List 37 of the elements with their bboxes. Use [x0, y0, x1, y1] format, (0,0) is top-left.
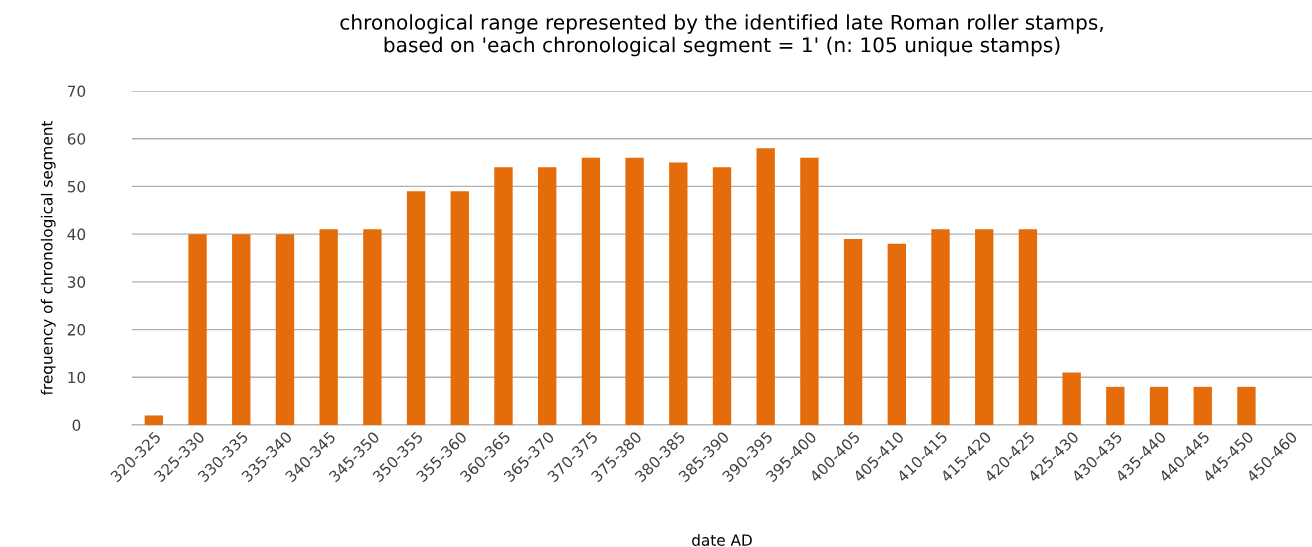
y-tick-label: 40: [67, 228, 86, 241]
bar: [581, 157, 601, 425]
bar: [1193, 386, 1212, 425]
bar: [275, 234, 295, 425]
chart-title: chronological range represented by the identified late Roman roller stamps, based on 'each chronological segment = 1' (n: 105 unique stamps): [340, 14, 1103, 57]
bar: [494, 167, 513, 425]
y-tick-label: 70: [67, 85, 86, 98]
y-tick-label: 20: [67, 324, 86, 336]
y-tick-label: 10: [68, 371, 86, 384]
bar: [538, 167, 557, 425]
bar: [931, 229, 950, 425]
bar: [319, 229, 338, 425]
bar: [1018, 229, 1038, 425]
bar: [1062, 372, 1081, 425]
bar: [669, 162, 688, 425]
y-tick-label: 50: [67, 180, 86, 193]
bar: [363, 229, 382, 425]
bar: [756, 148, 775, 425]
bar: [625, 157, 644, 425]
bar: [843, 238, 863, 425]
x-axis-title: date AD: [692, 534, 752, 546]
bar: [1149, 386, 1169, 425]
bar: [800, 157, 819, 425]
y-tick-label: 60: [67, 133, 86, 145]
bar: [1237, 386, 1256, 425]
bar: [188, 234, 207, 425]
bar: [144, 415, 164, 425]
bar: [975, 229, 994, 425]
bar: [232, 234, 251, 425]
bar: [406, 191, 426, 425]
bar: [450, 191, 469, 425]
bar: [887, 243, 906, 425]
bar: [1106, 386, 1125, 425]
y-tick-label: 0: [72, 419, 81, 432]
bar: [712, 167, 732, 425]
y-axis-title: frequency of chronological segment: [40, 120, 56, 396]
y-tick-label: 30: [67, 276, 86, 288]
